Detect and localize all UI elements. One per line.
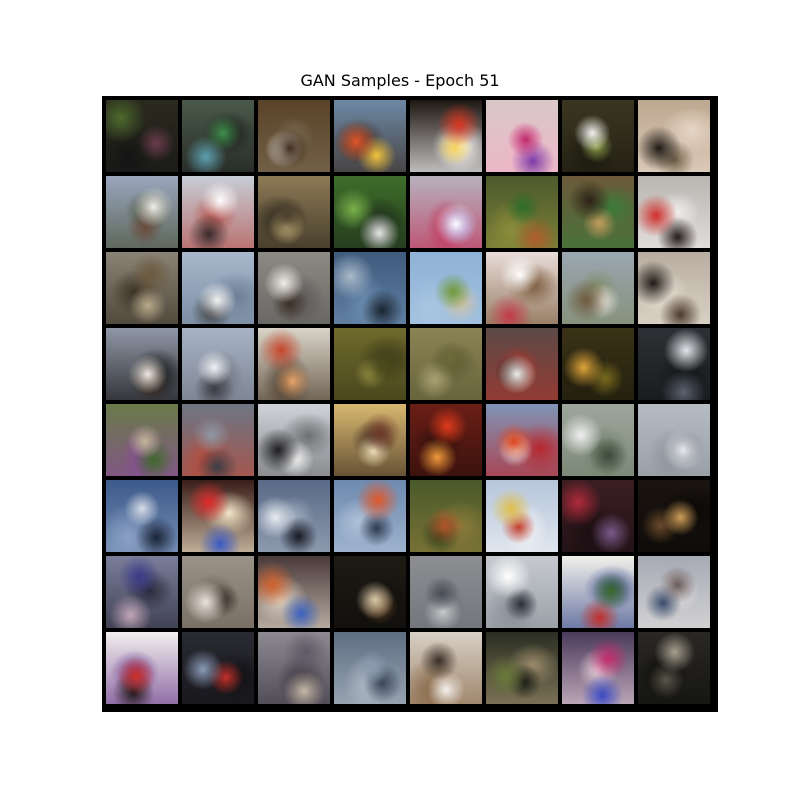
sample-image-r7c6 (486, 556, 558, 628)
sample-image-r4c7 (562, 328, 634, 400)
sample-image-r6c1 (106, 480, 178, 552)
sample-image-r3c8 (638, 252, 710, 324)
sample-image-r2c8 (638, 176, 710, 248)
sample-image-r6c6 (486, 480, 558, 552)
sample-grid (102, 96, 718, 712)
sample-image-r2c6 (486, 176, 558, 248)
sample-image-r4c1 (106, 328, 178, 400)
sample-image-r8c5 (410, 632, 482, 704)
sample-image-r8c1 (106, 632, 178, 704)
sample-image-r1c8 (638, 100, 710, 172)
sample-image-r3c6 (486, 252, 558, 324)
sample-image-r8c6 (486, 632, 558, 704)
sample-image-r8c8 (638, 632, 710, 704)
sample-image-r2c2 (182, 176, 254, 248)
sample-image-r1c7 (562, 100, 634, 172)
sample-image-r7c7 (562, 556, 634, 628)
sample-image-r3c7 (562, 252, 634, 324)
sample-image-r1c5 (410, 100, 482, 172)
sample-image-r4c8 (638, 328, 710, 400)
sample-image-r5c6 (486, 404, 558, 476)
sample-image-r1c2 (182, 100, 254, 172)
sample-image-r3c4 (334, 252, 406, 324)
sample-image-r1c1 (106, 100, 178, 172)
sample-image-r1c4 (334, 100, 406, 172)
sample-image-r4c3 (258, 328, 330, 400)
sample-image-r4c4 (334, 328, 406, 400)
sample-image-r3c1 (106, 252, 178, 324)
sample-image-r6c4 (334, 480, 406, 552)
sample-image-r6c5 (410, 480, 482, 552)
sample-image-r7c1 (106, 556, 178, 628)
sample-image-r8c7 (562, 632, 634, 704)
sample-image-r4c6 (486, 328, 558, 400)
sample-image-r2c5 (410, 176, 482, 248)
sample-image-r4c5 (410, 328, 482, 400)
sample-image-r6c3 (258, 480, 330, 552)
sample-image-r7c2 (182, 556, 254, 628)
sample-image-r1c3 (258, 100, 330, 172)
sample-image-r5c2 (182, 404, 254, 476)
sample-image-r5c7 (562, 404, 634, 476)
sample-image-r7c4 (334, 556, 406, 628)
sample-image-r4c2 (182, 328, 254, 400)
sample-image-r2c4 (334, 176, 406, 248)
sample-image-r5c8 (638, 404, 710, 476)
sample-image-r5c1 (106, 404, 178, 476)
sample-image-r6c8 (638, 480, 710, 552)
sample-image-r8c3 (258, 632, 330, 704)
sample-image-r7c3 (258, 556, 330, 628)
sample-image-r6c7 (562, 480, 634, 552)
sample-image-r3c3 (258, 252, 330, 324)
sample-image-r2c3 (258, 176, 330, 248)
sample-image-r5c4 (334, 404, 406, 476)
sample-image-r7c8 (638, 556, 710, 628)
sample-image-r7c5 (410, 556, 482, 628)
sample-image-r5c5 (410, 404, 482, 476)
sample-image-r3c5 (410, 252, 482, 324)
sample-image-r8c2 (182, 632, 254, 704)
sample-image-r2c7 (562, 176, 634, 248)
sample-image-r8c4 (334, 632, 406, 704)
sample-image-r2c1 (106, 176, 178, 248)
figure-title: GAN Samples - Epoch 51 (300, 71, 500, 90)
sample-image-r6c2 (182, 480, 254, 552)
sample-image-r5c3 (258, 404, 330, 476)
sample-image-r3c2 (182, 252, 254, 324)
sample-image-r1c6 (486, 100, 558, 172)
